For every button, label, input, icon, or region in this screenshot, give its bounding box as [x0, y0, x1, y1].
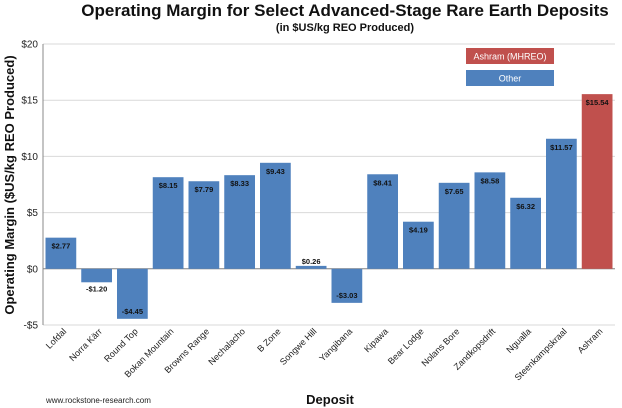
y-tick-label: $10 [21, 152, 38, 163]
legend-label: Ashram (MHREO) [473, 52, 546, 62]
bar-norra-k-rr [81, 268, 112, 283]
chart-subtitle: (in $US/kg REO Produced) [276, 22, 414, 34]
x-axis-title: Deposit [306, 392, 354, 407]
x-tick-label: Norra Kärr [67, 326, 104, 363]
data-label: -$4.45 [122, 307, 143, 316]
bar-ashram [581, 94, 613, 269]
data-label: $7.79 [194, 185, 213, 194]
data-label: $2.77 [51, 242, 70, 251]
y-tick-label: -$5 [24, 321, 39, 332]
data-label: -$1.20 [86, 284, 107, 293]
y-axis-ticks: -$5 $0 $5 $10 $15 $20 [21, 40, 38, 332]
data-label: $11.57 [550, 143, 573, 152]
legend: Ashram (MHREO) Other [466, 48, 554, 86]
bars [45, 94, 613, 319]
bar-steenkampskraal [546, 138, 577, 269]
bar-b-zone [260, 162, 291, 269]
x-tick-label: Lofdal [44, 326, 68, 350]
y-tick-label: $5 [27, 208, 39, 219]
data-label: $8.15 [159, 181, 178, 190]
bar-kipawa [367, 174, 398, 269]
x-tick-label: Nechalacho [206, 326, 247, 367]
x-tick-label: B Zone [255, 326, 283, 354]
source-text: www.rockstone-research.com [45, 396, 151, 405]
y-tick-label: $20 [21, 40, 38, 51]
bar-nechalacho [224, 175, 255, 269]
legend-label: Other [499, 74, 522, 84]
data-label: -$3.03 [336, 291, 357, 300]
x-tick-label: Yangibana [317, 326, 354, 363]
data-label: $8.41 [373, 178, 392, 187]
data-label: $7.65 [445, 187, 464, 196]
x-tick-label: Kipawa [362, 326, 390, 354]
bar-round-top [117, 268, 148, 319]
bar-bokan-mountain [152, 177, 184, 269]
legend-swatch [466, 70, 554, 86]
bar-bear-lodge [403, 221, 434, 269]
bar-lofdal [45, 237, 77, 269]
bar-songwe-hill [295, 265, 327, 269]
y-tick-label: $15 [21, 96, 38, 107]
x-tick-label: Ngualla [504, 326, 533, 355]
data-label: $6.32 [516, 202, 535, 211]
bar-zandkopsdrift [474, 172, 506, 269]
bar-nolans-bore [438, 182, 470, 269]
data-label: $15.54 [586, 98, 610, 107]
legend-swatch [466, 48, 554, 64]
y-tick-label: $0 [27, 264, 39, 275]
bar-ngualla [510, 197, 541, 269]
data-label: $9.43 [266, 167, 285, 176]
x-tick-label: Ashram [576, 326, 605, 355]
data-label: $8.58 [480, 176, 499, 185]
x-tick-label: Round Top [102, 326, 140, 364]
y-axis-title: Operating Margin ($US/kg REO Produced) [2, 55, 17, 314]
x-tick-label: Songwe Hill [278, 326, 319, 367]
data-label: $0.26 [302, 257, 321, 266]
data-label: $8.33 [230, 179, 249, 188]
bar-yangibana [331, 268, 363, 303]
data-label: $4.19 [409, 226, 428, 235]
data-labels: $2.77 -$1.20 -$4.45 $8.15 $7.79 $8.33 $9.43 $0.… [51, 98, 609, 316]
bar-browns-range [188, 181, 220, 269]
chart-title: Operating Margin for Select Advanced-Sta… [81, 1, 608, 20]
